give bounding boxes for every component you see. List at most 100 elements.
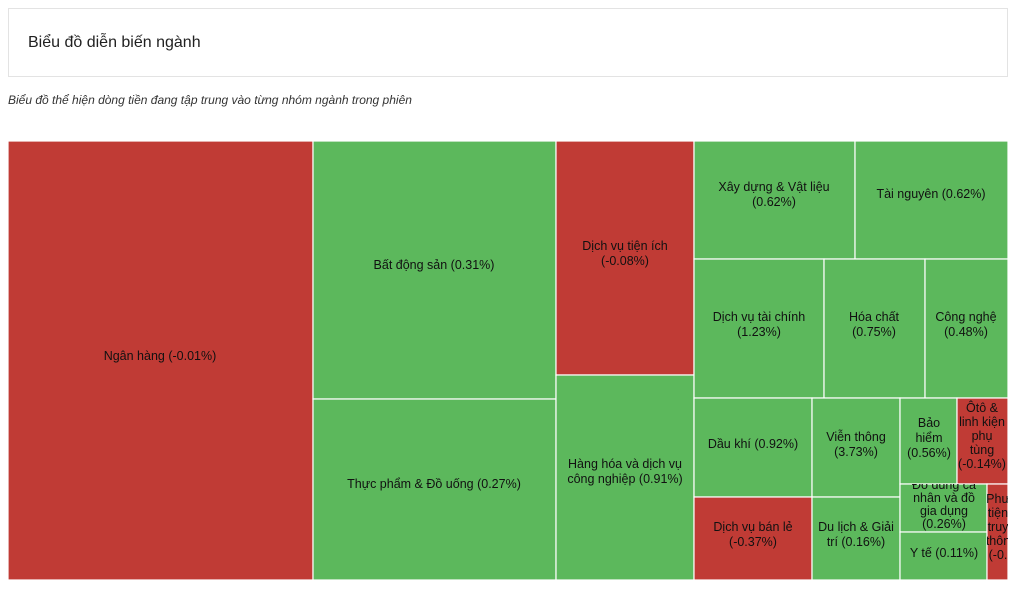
treemap-cell-label: Dầu khí (0.92%) <box>708 437 798 451</box>
treemap-label-line: (0.48%) <box>944 325 988 339</box>
treemap-cell-rect <box>823 258 926 399</box>
treemap-cell[interactable]: Viễn thông (3.73%) <box>811 397 901 498</box>
treemap-label-line: Ngân hàng (-0.01%) <box>104 349 217 363</box>
treemap-cell[interactable]: Công nghệ (0.48%) <box>924 258 1009 399</box>
treemap-cell-rect <box>899 531 988 581</box>
treemap-label-line: Du lịch & Giải <box>818 520 894 534</box>
treemap-label-line: Phư <box>986 492 1010 506</box>
treemap-label-line: Đồ dùng cá <box>912 478 976 492</box>
treemap-cell-rect <box>555 140 695 376</box>
treemap-label-line: (-0. <box>989 548 1008 562</box>
treemap-cell-label: Ngân hàng (-0.01%) <box>104 349 217 363</box>
treemap-label-line: Hàng hóa và dịch vụ <box>568 457 682 471</box>
treemap-cell[interactable]: Dịch vụ tài chính (1.23%) <box>693 258 825 399</box>
treemap-label-line: gia dụng <box>920 504 968 518</box>
treemap-label-line: (-0.14%) <box>958 457 1006 471</box>
treemap-cell-rect <box>899 397 958 485</box>
treemap-label-line: Xây dựng & Vật liệu <box>718 180 829 194</box>
treemap-cell-label: Dịch vụ tài chính (1.23%) <box>713 310 805 339</box>
treemap-cell[interactable]: Đồ dùng cá nhân và đồ gia dụng (0.26%) <box>899 478 988 533</box>
treemap-cell[interactable]: Tài nguyên (0.62%) <box>854 140 1009 260</box>
header-box: Biểu đồ diễn biến ngành <box>8 8 1008 77</box>
treemap-label-line: Bất động sản (0.31%) <box>374 258 495 272</box>
treemap-cell-label: Du lịch & Giải trí (0.16%) <box>818 520 894 549</box>
treemap-cell[interactable]: Ngân hàng (-0.01%) <box>7 140 314 581</box>
treemap-label-line: Dầu khí (0.92%) <box>708 437 798 451</box>
treemap-label-line: (1.23%) <box>737 325 781 339</box>
treemap-cell-rect <box>312 398 557 581</box>
treemap-cell-label: Đồ dùng cá nhân và đồ gia dụng (0.26%) <box>912 478 976 531</box>
treemap-label-line: (0.26%) <box>922 517 966 531</box>
treemap-cell[interactable]: Dầu khí (0.92%) <box>693 397 813 498</box>
treemap-cell[interactable]: Bất động sản (0.31%) <box>312 140 557 400</box>
treemap-label-line: (-0.37%) <box>729 535 777 549</box>
treemap-cell[interactable]: Phư tiện truy thôn (-0. <box>986 483 1010 581</box>
treemap-cell-rect <box>986 483 1009 581</box>
treemap-label-line: tiện <box>988 506 1008 520</box>
treemap-label-line: linh kiện <box>959 415 1005 429</box>
treemap-label-line: Dịch vụ tiện ích <box>582 239 668 253</box>
treemap-cell-label: Hàng hóa và dịch vụ công nghiệp (0.91%) <box>567 457 682 486</box>
treemap-label-line: phụ <box>972 429 993 443</box>
treemap-cell[interactable]: Dịch vụ tiện ích (-0.08%) <box>555 140 695 376</box>
treemap-label-line: (-0.08%) <box>601 254 649 268</box>
treemap-cell-label: Xây dựng & Vật liệu (0.62%) <box>718 180 829 209</box>
treemap-label-line: truy <box>988 520 1010 534</box>
page-title: Biểu đồ diễn biến ngành <box>28 34 201 51</box>
treemap-cell-rect <box>555 374 695 581</box>
treemap-cell-rect <box>854 140 1009 260</box>
treemap-cell-rect <box>811 496 901 581</box>
treemap-label-line: Công nghệ <box>935 310 996 324</box>
treemap-cell[interactable]: Du lịch & Giải trí (0.16%) <box>811 496 901 581</box>
treemap-cell-label: Viễn thông (3.73%) <box>826 429 886 459</box>
treemap-cell-label: Ôtô & linh kiện phụ tùng (-0.14%) <box>958 400 1006 471</box>
treemap-cell[interactable]: Xây dựng & Vật liệu (0.62%) <box>693 140 856 260</box>
treemap-label-line: Tài nguyên (0.62%) <box>876 187 985 201</box>
treemap-cell[interactable]: Thực phẩm & Đồ uống (0.27%) <box>312 398 557 581</box>
treemap-label-line: Bảo <box>918 416 940 430</box>
treemap-cell-label: Thực phẩm & Đồ uống (0.27%) <box>347 477 521 491</box>
treemap-label-line: thôn <box>986 534 1010 548</box>
treemap-cell-label: Tài nguyên (0.62%) <box>876 187 985 201</box>
treemap-label-line: hiểm <box>915 431 942 445</box>
treemap-cell-label: Dịch vụ tiện ích (-0.08%) <box>582 239 668 268</box>
treemap-cell[interactable]: Dịch vụ bán lẻ (-0.37%) <box>693 496 813 581</box>
treemap-cell-label: Y tế (0.11%) <box>910 546 978 560</box>
treemap-cell-label: Bất động sản (0.31%) <box>374 258 495 272</box>
treemap-label-line: trí (0.16%) <box>827 535 885 549</box>
treemap-label-line: Thực phẩm & Đồ uống (0.27%) <box>347 477 521 491</box>
treemap-label-line: công nghiệp (0.91%) <box>567 472 682 486</box>
treemap-cell-rect <box>312 140 557 400</box>
treemap-label-line: Dịch vụ tài chính <box>713 310 805 324</box>
treemap-cell-rect <box>693 258 825 399</box>
treemap-cell-rect <box>693 140 856 260</box>
treemap-cell[interactable]: Hóa chất (0.75%) <box>823 258 926 399</box>
treemap-label-line: (0.75%) <box>852 325 896 339</box>
treemap-cell-rect <box>693 397 813 498</box>
chart-subtitle: Biểu đồ thể hiện dòng tiền đang tập trun… <box>8 93 412 107</box>
treemap-cell-label: Phư tiện truy thôn (-0. <box>986 492 1010 562</box>
treemap-label-line: Y tế (0.11%) <box>910 546 978 560</box>
treemap-label-line: (3.73%) <box>834 445 878 459</box>
treemap-label-line: (0.62%) <box>752 195 796 209</box>
treemap-label-line: tùng <box>970 443 994 457</box>
treemap-cell-label: Công nghệ (0.48%) <box>935 310 996 339</box>
treemap-label-line: Viễn thông <box>826 429 886 444</box>
treemap-label-line: (0.56%) <box>907 446 951 460</box>
treemap-label-line: Dịch vụ bán lẻ <box>713 520 792 534</box>
treemap-cell[interactable]: Ôtô & linh kiện phụ tùng (-0.14%) <box>956 397 1009 485</box>
treemap-cell-rect <box>924 258 1009 399</box>
treemap-cell[interactable]: Y tế (0.11%) <box>899 531 988 581</box>
treemap-cell[interactable]: Hàng hóa và dịch vụ công nghiệp (0.91%) <box>555 374 695 581</box>
treemap-label-line: Ôtô & <box>966 400 999 415</box>
treemap-cell[interactable]: Bảo hiểm (0.56%) <box>899 397 958 485</box>
treemap-cell-label: Hóa chất (0.75%) <box>849 310 900 339</box>
treemap-cell-rect <box>899 483 988 533</box>
treemap-cell-rect <box>811 397 901 498</box>
treemap-cell-label: Bảo hiểm (0.56%) <box>907 416 951 460</box>
treemap-cell-rect <box>693 496 813 581</box>
treemap-label-line: nhân và đồ <box>913 491 975 505</box>
treemap-cell-label: Dịch vụ bán lẻ (-0.37%) <box>713 520 792 549</box>
treemap-label-line: Hóa chất <box>849 310 900 324</box>
